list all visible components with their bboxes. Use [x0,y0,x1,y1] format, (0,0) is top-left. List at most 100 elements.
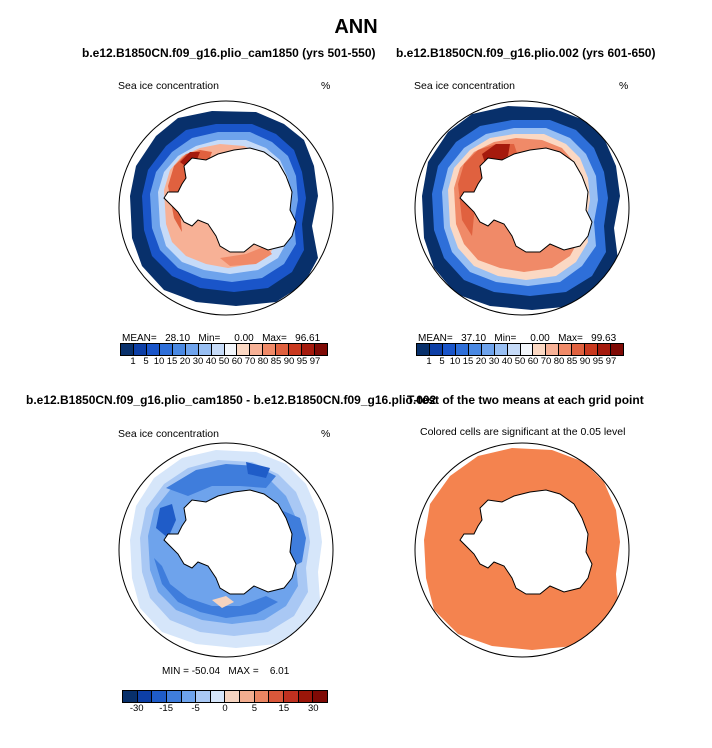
colorbar-tick-label: 95 [592,356,604,367]
colorbar-diff-swatch [181,691,197,702]
colorbar-abs-swatch [250,344,264,355]
panel-tl-title: b.e12.B1850CN.f09_g16.plio_cam1850 (yrs … [82,46,376,60]
colorbar-abs-swatch [198,344,212,355]
colorbar-diff-swatch [152,691,167,702]
colorbar-tick-label: 1 [130,356,136,367]
colorbar-tick-label: 0 [222,703,228,714]
colorbar-tick-label: 90 [283,356,295,367]
colorbar-diff-swatch [137,691,153,702]
colorbar-abs-swatch [185,344,199,355]
colorbar-tick-label: 5 [143,356,149,367]
colorbar-diff-swatch [196,691,211,702]
panel-bl-colorbar-swatches [122,690,328,703]
colorbar-abs-swatch [133,344,147,355]
panel-tr-units-label: % [619,80,629,92]
colorbar-diff-swatch [298,691,314,702]
colorbar-abs-swatch [468,344,482,355]
colorbar-abs-swatch [442,344,456,355]
colorbar-tick-label: 5 [251,703,258,714]
panel-br-subtitle: Colored cells are significant at the 0.0… [420,426,626,438]
colorbar-tick-label: 5 [439,356,445,367]
colorbar-tick-label: 70 [244,356,256,367]
colorbar-diff-swatch [269,691,285,702]
panel-tr-colorbar-ticks: 1 5 10 15 20 30 40 50 60 70 80 85 90 95 97 [416,356,624,368]
colorbar-abs-swatch [585,344,599,355]
colorbar-tick-label: 10 [153,356,165,367]
colorbar-tick-label: 15 [166,356,178,367]
colorbar-diff-swatch [254,691,270,702]
panel-tl-units-label: % [321,80,331,92]
colorbar-diff-swatch [284,691,299,702]
colorbar-tick-label: 80 [257,356,269,367]
colorbar-tick-label: -30 [129,703,144,714]
panel-tr-colorbar-swatches [416,343,624,356]
panel-bl-stats: MIN = -50.04 MAX = 6.01 [162,666,290,677]
colorbar-abs-swatch [211,344,225,355]
panel-tr-variable-label: Sea ice concentration [414,80,515,92]
colorbar-tick-label: 50 [218,356,230,367]
colorbar-abs-swatch [263,344,277,355]
panel-tl-stats: MEAN= 28.10 Min= 0.00 Max= 96.61 [122,333,321,344]
colorbar-abs-swatch [507,344,521,355]
colorbar-tick-label: 90 [579,356,591,367]
colorbar-diff-swatch [225,691,241,702]
colorbar-diff-swatch [240,691,255,702]
colorbar-tick-label: 70 [540,356,552,367]
colorbar-tick-label: 40 [205,356,217,367]
colorbar-tick-label: -5 [191,703,200,714]
panel-br-title: T-test of the two means at each grid poi… [407,393,644,407]
colorbar-tick-label: 15 [278,703,290,714]
colorbar-abs-swatch [559,344,573,355]
colorbar-diff-swatch [166,691,182,702]
panel-bl-colorbar: -30 -15 -5 0 5 15 30 [122,690,328,715]
colorbar-abs-swatch [172,344,186,355]
colorbar-abs-swatch [429,344,443,355]
panel-tl-colorbar: 1 5 10 15 20 30 40 50 60 70 80 85 90 95 97 [120,343,328,368]
panel-bl-title: b.e12.B1850CN.f09_g16.plio_cam1850 - b.e… [26,393,437,407]
figure-title: ANN [334,16,378,38]
colorbar-tick-label: 60 [231,356,243,367]
panel-tl-colorbar-ticks: 1 5 10 15 20 30 40 50 60 70 80 85 90 95 97 [120,356,328,368]
panel-tr-title: b.e12.B1850CN.f09_g16.plio.002 (yrs 601-… [396,46,656,60]
colorbar-abs-swatch [315,344,327,355]
colorbar-tick-label: 95 [296,356,308,367]
colorbar-diff-swatch [210,691,226,702]
colorbar-abs-swatch [121,344,134,355]
colorbar-tick-label: 85 [566,356,578,367]
colorbar-abs-swatch [302,344,316,355]
colorbar-tick-label: 97 [309,356,321,367]
panel-bl-variable-label: Sea ice concentration [118,428,219,440]
colorbar-tick-label: 80 [553,356,565,367]
colorbar-tick-label: 40 [501,356,513,367]
panel-bl-colorbar-ticks: -30 -15 -5 0 5 15 30 [122,703,328,715]
colorbar-abs-swatch [237,344,251,355]
colorbar-tick-label: -15 [159,703,174,714]
panel-tl-variable-label: Sea ice concentration [118,80,219,92]
colorbar-abs-swatch [533,344,547,355]
colorbar-abs-swatch [611,344,623,355]
colorbar-diff-swatch [123,691,138,702]
colorbar-tick-label: 30 [192,356,204,367]
colorbar-abs-swatch [159,344,173,355]
colorbar-tick-label: 50 [514,356,526,367]
colorbar-tick-label: 20 [179,356,191,367]
panel-tr-colorbar: 1 5 10 15 20 30 40 50 60 70 80 85 90 95 97 [416,343,624,368]
colorbar-diff-swatch [313,691,327,702]
colorbar-tick-label: 10 [449,356,461,367]
colorbar-abs-swatch [546,344,560,355]
colorbar-tick-label: 60 [527,356,539,367]
panel-tl-colorbar-swatches [120,343,328,356]
colorbar-abs-swatch [481,344,495,355]
colorbar-abs-swatch [146,344,160,355]
colorbar-abs-swatch [494,344,508,355]
colorbar-tick-label: 97 [605,356,617,367]
colorbar-abs-swatch [276,344,290,355]
colorbar-tick-label: 85 [270,356,282,367]
colorbar-tick-label: 30 [488,356,500,367]
colorbar-abs-swatch [289,344,303,355]
colorbar-tick-label: 15 [462,356,474,367]
